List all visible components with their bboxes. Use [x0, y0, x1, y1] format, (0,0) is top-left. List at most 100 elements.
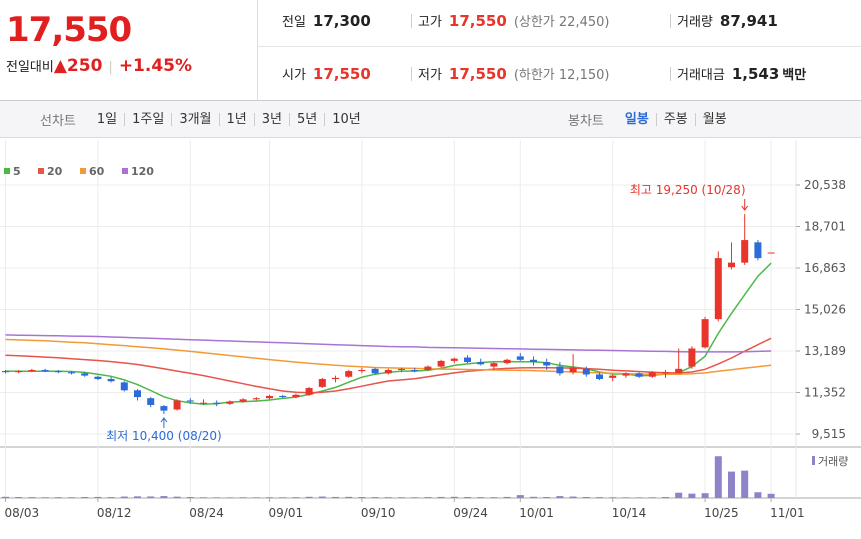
- volume-bar: [371, 497, 379, 498]
- candle-body: [292, 394, 300, 398]
- candle-body: [516, 356, 524, 360]
- candle-body: [28, 369, 36, 372]
- volume-bar: [239, 497, 247, 498]
- low-arrow: [160, 417, 168, 428]
- tab[interactable]: 월봉: [694, 112, 734, 126]
- candle-body: [371, 368, 379, 374]
- x-tick-label: 10/01: [519, 506, 554, 520]
- volume-bar: [543, 497, 551, 498]
- candle-body: [543, 362, 551, 366]
- tab-group-label: 봉차트: [568, 113, 604, 129]
- candle-body: [503, 359, 511, 364]
- low-annotation: 최저 10,400 (08/20): [106, 429, 222, 443]
- volume-bar: [662, 497, 669, 498]
- candle-body: [437, 360, 445, 367]
- candle-body: [464, 357, 471, 363]
- candle-body: [384, 369, 392, 374]
- x-tick-label: 10/25: [704, 506, 739, 520]
- info-label: 거래대금: [677, 68, 725, 83]
- tab[interactable]: 3개월: [171, 112, 218, 126]
- row-divider: [258, 46, 861, 47]
- info-label: 거래량: [677, 15, 713, 30]
- tab[interactable]: 1년: [218, 112, 254, 126]
- volume-bar: [398, 497, 405, 498]
- y-tick-label: 15,026: [804, 303, 846, 317]
- volume-label: 거래량: [818, 455, 848, 468]
- candle-body: [173, 400, 181, 410]
- info-item: 거래대금 1,543 백만: [677, 64, 806, 83]
- candle-body: [556, 366, 564, 374]
- candle-body: [186, 400, 194, 402]
- volume-bar: [226, 497, 234, 498]
- volume-bar: [424, 497, 432, 498]
- volume-bar: [279, 497, 287, 498]
- current-price: 17,550: [6, 10, 132, 50]
- x-tick-label: 08/24: [189, 506, 224, 520]
- volume-bar: [54, 497, 62, 498]
- volume-bar: [120, 496, 128, 498]
- volume-bar: [503, 496, 511, 498]
- moving-average-line: [5, 338, 772, 375]
- candle-body: [54, 371, 62, 373]
- tab[interactable]: 1주일: [124, 112, 171, 126]
- x-tick-label: 11/01: [770, 506, 805, 520]
- info-item: 저가 17,550 (하한가 12,150): [418, 64, 609, 83]
- tab[interactable]: 1일: [96, 111, 118, 127]
- volume-bar: [688, 493, 696, 498]
- candle-body: [477, 362, 485, 365]
- volume-bar: [648, 497, 656, 498]
- candle-body: [120, 382, 128, 391]
- volume-bar: [437, 496, 445, 498]
- price-box: 17,550 전일대비 ▲ 250 | +1.45%: [0, 0, 258, 100]
- candle-body: [226, 401, 234, 404]
- legend-swatch: [38, 168, 44, 174]
- candle-body: [200, 402, 207, 404]
- x-tick-label: 09/24: [453, 506, 488, 520]
- volume-bar: [305, 496, 313, 498]
- volume-bar: [767, 493, 775, 498]
- y-tick-label: 13,189: [804, 344, 846, 358]
- candle-body: [266, 395, 273, 399]
- candle-body: [767, 252, 775, 254]
- info-unit: 백만: [782, 68, 807, 83]
- volume-bar: [609, 497, 617, 498]
- change-rate: +1.45%: [118, 56, 193, 76]
- candle-body: [728, 262, 735, 268]
- volume-bar: [2, 496, 9, 498]
- candle-body: [450, 358, 458, 361]
- volume-bar: [147, 496, 155, 498]
- volume-bar: [569, 496, 577, 498]
- tab[interactable]: 주봉: [655, 112, 695, 126]
- tab-group-label: 선차트: [40, 113, 76, 129]
- tab[interactable]: 일봉: [624, 111, 649, 127]
- volume-bar: [701, 493, 709, 498]
- tab[interactable]: 5년: [289, 112, 324, 126]
- candle-body: [305, 388, 313, 395]
- volume-bar: [596, 497, 603, 498]
- volume-bar: [516, 495, 524, 498]
- change: 250: [66, 56, 103, 76]
- candle-body: [134, 390, 141, 398]
- moving-average-line: [5, 337, 772, 394]
- candle-body: [635, 373, 643, 377]
- volume-bar: [213, 497, 221, 498]
- candle-body: [252, 398, 260, 400]
- candle-body: [213, 402, 221, 404]
- candle-body: [596, 374, 603, 379]
- legend-label: 60: [89, 165, 105, 178]
- chart: 20,538 18,701 16,863 15,026 13,189 11,352 9,51…: [0, 140, 861, 520]
- candle-body: [94, 376, 102, 379]
- volume-bar: [477, 497, 485, 498]
- candle-body: [530, 359, 537, 363]
- legend-label: 120: [131, 165, 154, 178]
- candle-body: [609, 375, 617, 378]
- candle-body: [68, 372, 75, 374]
- candle-body: [582, 368, 590, 375]
- candle-body: [701, 319, 709, 348]
- info-value: 17,550: [312, 65, 371, 83]
- volume-bar: [345, 496, 353, 498]
- candle-body: [398, 368, 405, 370]
- tab[interactable]: 10년: [324, 112, 368, 126]
- tab[interactable]: 3년: [253, 112, 289, 126]
- info-value: 87,941: [719, 12, 778, 30]
